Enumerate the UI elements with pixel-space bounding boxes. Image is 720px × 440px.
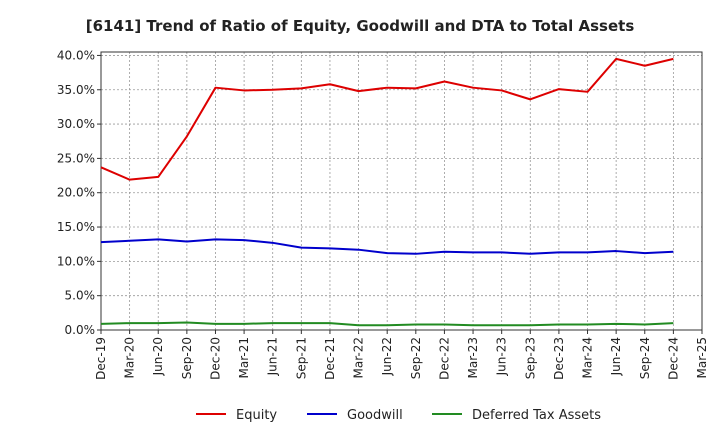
y-axis: 0.0% 5.0% 10.0% 15.0% 20.0% 25.0% 30.0% 35.0% 40…	[57, 48, 101, 337]
y-tick-label: 20.0%	[57, 186, 95, 200]
x-tick-label: Sep-24	[638, 337, 652, 379]
y-tick-label: 30.0%	[57, 117, 95, 131]
x-tick-label: Sep-22	[409, 337, 423, 379]
series-line-goodwill	[100, 238, 674, 255]
x-tick-label: Dec-20	[208, 337, 222, 380]
x-tick-label: Sep-20	[180, 337, 194, 379]
y-tick-label: 35.0%	[57, 83, 95, 97]
x-tick-label: Mar-24	[581, 337, 595, 378]
plot-area	[100, 51, 703, 331]
x-tick-label: Mar-20	[123, 337, 137, 378]
x-tick-label: Jun-22	[380, 337, 394, 376]
chart-title: [6141] Trend of Ratio of Equity, Goodwil…	[86, 17, 635, 35]
grid	[100, 52, 703, 331]
x-axis: Dec-19 Mar-20 Jun-20 Sep-20 Dec-20 Mar-21 Jun-…	[94, 330, 709, 380]
x-tick-label: Sep-21	[294, 337, 308, 379]
x-tick-label: Dec-24	[666, 337, 680, 380]
y-tick-label: 10.0%	[57, 254, 95, 268]
x-tick-label: Dec-23	[552, 337, 566, 380]
series	[100, 57, 674, 327]
x-tick-label: Mar-23	[466, 337, 480, 378]
y-tick-label: 0.0%	[65, 323, 96, 337]
x-tick-label: Dec-21	[323, 337, 337, 380]
legend[interactable]: Equity Goodwill Deferred Tax Assets	[196, 408, 601, 423]
x-tick-label: Mar-22	[352, 337, 366, 378]
x-tick-label: Jun-20	[151, 337, 165, 376]
x-tick-label: Jun-21	[266, 337, 280, 376]
x-tick-label: Jun-23	[495, 337, 509, 376]
legend-item-deferred-tax-assets[interactable]: Deferred Tax Assets	[432, 408, 601, 423]
legend-item-goodwill[interactable]: Goodwill	[307, 408, 403, 423]
y-tick-label: 40.0%	[57, 48, 95, 62]
y-tick-label: 5.0%	[65, 289, 96, 303]
x-tick-label: Mar-25	[695, 337, 709, 378]
y-tick-label: 15.0%	[57, 220, 95, 234]
series-line-equity	[100, 57, 674, 181]
x-tick-label: Dec-22	[437, 337, 451, 380]
legend-item-equity[interactable]: Equity	[196, 408, 277, 423]
x-tick-label: Sep-23	[523, 337, 537, 379]
x-tick-label: Dec-19	[94, 337, 108, 380]
x-tick-label: Mar-21	[237, 337, 251, 378]
x-tick-label: Jun-24	[609, 337, 623, 376]
legend-label: Equity	[236, 408, 277, 423]
series-line-deferred-tax-assets	[100, 321, 674, 327]
legend-label: Deferred Tax Assets	[472, 408, 601, 423]
y-tick-label: 25.0%	[57, 151, 95, 165]
legend-label: Goodwill	[347, 408, 403, 423]
